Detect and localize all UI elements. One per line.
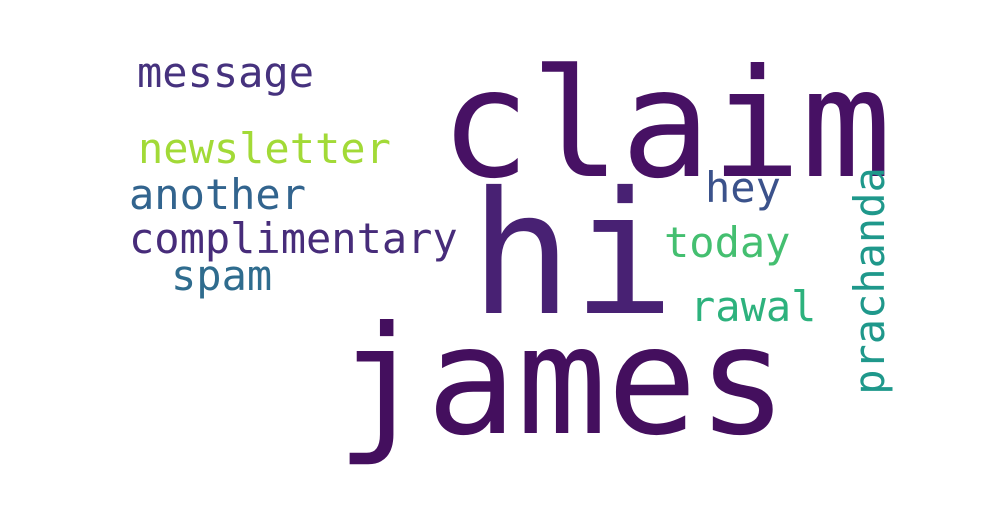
word-another: another xyxy=(129,170,307,219)
word-message: message xyxy=(137,48,315,97)
word-claim: claim xyxy=(440,38,892,212)
word-james: james xyxy=(336,295,788,469)
word-prachanda: prachanda xyxy=(845,167,894,395)
word-today: today xyxy=(664,218,791,267)
word-hi: hi xyxy=(470,156,675,354)
word-spam: spam xyxy=(171,251,273,300)
word-cloud: claim hi james message newsletter anothe… xyxy=(129,38,894,469)
word-hey: hey xyxy=(705,163,781,212)
word-complimentary: complimentary xyxy=(129,214,458,263)
word-newsletter: newsletter xyxy=(138,124,391,173)
word-rawal: rawal xyxy=(690,282,817,331)
